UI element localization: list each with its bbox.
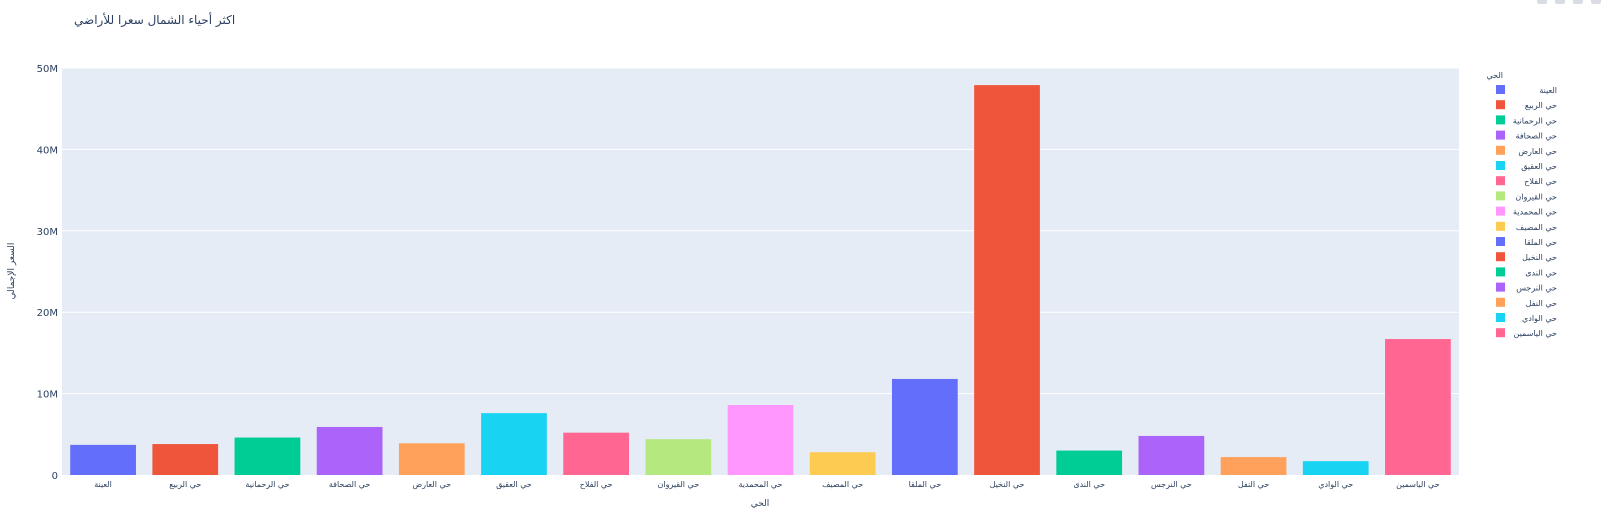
bar-8[interactable] xyxy=(645,439,712,475)
legend-item-label[interactable]: حي الياسمين xyxy=(1514,329,1558,338)
legend-item-label[interactable]: حي الملقا xyxy=(1524,238,1557,247)
bar-4[interactable] xyxy=(316,426,383,475)
legend-item-label[interactable]: حي الربيع xyxy=(1525,101,1557,110)
legend-item-label[interactable]: حي الرحمانية xyxy=(1513,116,1557,125)
bar-1[interactable] xyxy=(70,444,136,475)
pan-icon[interactable] xyxy=(1573,0,1583,4)
legend-title: الحي xyxy=(1487,71,1504,80)
legend-item-label[interactable]: حي النفل xyxy=(1526,299,1557,308)
bar-3[interactable] xyxy=(234,437,301,475)
y-tick-label: 50M xyxy=(37,64,58,75)
bars[interactable] xyxy=(70,85,1451,476)
legend-item-label[interactable]: العينة xyxy=(1539,86,1557,95)
legend-swatch[interactable] xyxy=(1496,297,1505,307)
home-icon[interactable] xyxy=(1591,0,1601,4)
legend-swatch[interactable] xyxy=(1496,191,1505,201)
legend-swatch[interactable] xyxy=(1496,176,1505,186)
legend-item-label[interactable]: حي الفلاح xyxy=(1524,177,1557,186)
bar-11[interactable] xyxy=(891,378,958,475)
bar-13[interactable] xyxy=(1056,450,1123,475)
y-tick-label: 30M xyxy=(37,227,58,238)
bar-9[interactable] xyxy=(727,404,794,475)
x-tick-label: حي الفلاح xyxy=(580,480,613,489)
grid-lines xyxy=(62,67,1459,395)
bar-2[interactable] xyxy=(152,444,219,475)
legend-item-label[interactable]: حي المحمدية xyxy=(1513,208,1557,217)
legend-swatch[interactable] xyxy=(1496,267,1505,277)
legend-swatch[interactable] xyxy=(1496,100,1505,110)
y-tick-label: 40M xyxy=(37,145,58,156)
bar-15[interactable] xyxy=(1220,457,1287,475)
x-tick-label: حي القيروان xyxy=(657,480,699,489)
chart-title: اكثر أحياء الشمال سعرا للأراضي xyxy=(74,12,235,28)
legend-item-label[interactable]: حي النخيل xyxy=(1522,253,1557,262)
y-tick-label: 10M xyxy=(37,390,58,401)
y-tick-label: 0 xyxy=(52,471,58,482)
zoom-icon[interactable] xyxy=(1555,0,1565,4)
x-tick-label: حي العقيق xyxy=(496,480,532,489)
camera-icon[interactable] xyxy=(1537,0,1547,4)
bar-12[interactable] xyxy=(974,85,1040,476)
x-tick-label: العينة xyxy=(94,480,112,489)
legend-item-label[interactable]: حي الصحافة xyxy=(1516,132,1558,141)
y-axis-title: السعر الإجمالي xyxy=(7,243,17,300)
legend-swatch[interactable] xyxy=(1496,145,1505,155)
bar-17[interactable] xyxy=(1385,339,1451,475)
x-tick-label: حي الندى xyxy=(1073,480,1105,489)
x-tick-label: حي النخيل xyxy=(990,480,1025,489)
legend-swatch[interactable] xyxy=(1496,328,1505,338)
x-tick-label: حي النرجس xyxy=(1151,480,1192,489)
x-tick-label: حي الرحمانية xyxy=(245,480,289,489)
legend-swatch[interactable] xyxy=(1496,85,1505,94)
x-tick-label: حي المحمدية xyxy=(739,480,783,489)
legend-item-label[interactable]: حي العقيق xyxy=(1521,162,1557,171)
bar-6[interactable] xyxy=(481,413,547,475)
bar-16[interactable] xyxy=(1302,461,1369,475)
legend-swatch[interactable] xyxy=(1496,282,1505,292)
y-tick-label: 20M xyxy=(37,308,58,319)
x-axis-ticks: العينة حي الربيع حي الرحمانية حي الصحافة حي … xyxy=(94,480,1439,489)
legend-item-label[interactable]: حي الوادي xyxy=(1522,314,1557,323)
x-tick-label: حي الوادي xyxy=(1318,480,1353,489)
legend-swatch[interactable] xyxy=(1496,206,1505,216)
legend-swatch[interactable] xyxy=(1496,115,1505,125)
x-tick-label: حي الياسمين xyxy=(1396,480,1440,489)
legend-swatch[interactable] xyxy=(1496,313,1505,322)
x-tick-label: حي الملقا xyxy=(909,480,942,489)
legend-swatch[interactable] xyxy=(1496,237,1505,246)
x-axis-title: الحي xyxy=(751,499,770,509)
bar-14[interactable] xyxy=(1138,435,1205,475)
legend-item-label[interactable]: حي العارض xyxy=(1518,147,1557,156)
legend-swatch[interactable] xyxy=(1496,252,1505,262)
x-tick-label: حي العارض xyxy=(412,480,451,489)
legend-item-label[interactable]: حي النرجس xyxy=(1516,284,1557,293)
legend-item-label[interactable]: حي الندى xyxy=(1525,268,1557,277)
legend-swatch[interactable] xyxy=(1496,221,1505,231)
bar-5[interactable] xyxy=(398,443,465,475)
x-tick-label: حي المصيف xyxy=(822,480,863,489)
y-axis-ticks: 0 10M 20M 30M 40M 50M xyxy=(37,64,58,482)
chart-modebar[interactable] xyxy=(1537,0,1601,4)
bar-7[interactable] xyxy=(563,432,630,475)
legend[interactable]: الحي العينة حي الربيع حي الرحمانية حي الصحا… xyxy=(1487,71,1558,338)
x-tick-label: حي النفل xyxy=(1238,480,1269,489)
legend-swatch[interactable] xyxy=(1496,130,1505,140)
legend-item-label[interactable]: حي القيروان xyxy=(1515,192,1557,201)
bar-10[interactable] xyxy=(809,452,876,475)
x-tick-label: حي الربيع xyxy=(169,480,201,489)
legend-swatch[interactable] xyxy=(1496,161,1505,170)
legend-item-label[interactable]: حي المصيف xyxy=(1516,223,1557,232)
x-tick-label: حي الصحافة xyxy=(329,480,371,489)
